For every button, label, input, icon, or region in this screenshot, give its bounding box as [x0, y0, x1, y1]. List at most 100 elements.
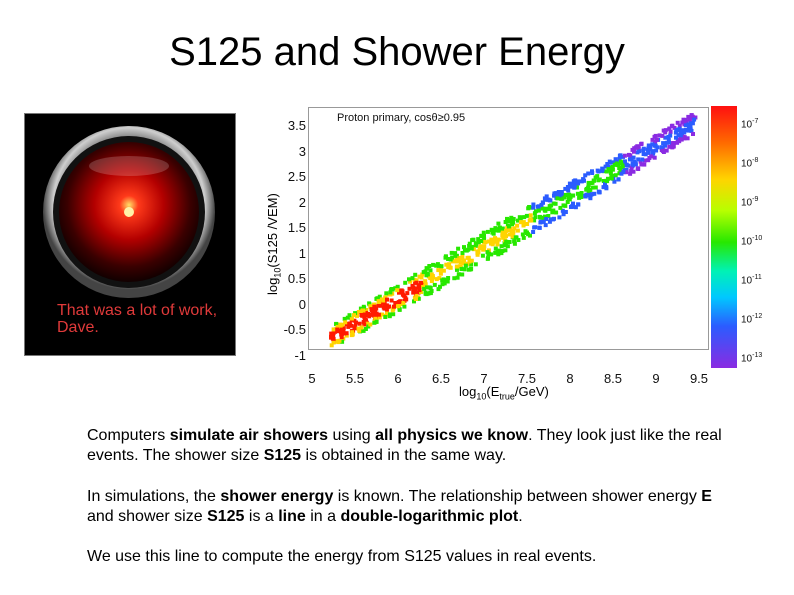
density-cell [371, 309, 376, 314]
density-cell [374, 319, 379, 324]
density-cell [543, 214, 547, 219]
density-cell [490, 230, 495, 235]
density-cell [413, 272, 418, 277]
y-tick-label: 1 [298, 245, 306, 261]
density-cell [666, 138, 671, 142]
density-cell [557, 215, 562, 220]
density-cell [588, 187, 593, 192]
density-cell [675, 140, 680, 145]
density-cell [565, 185, 570, 189]
density-cell [622, 153, 627, 158]
density-cell [686, 125, 691, 130]
density-cell [412, 299, 416, 304]
density-cell [355, 313, 359, 318]
density-cell [646, 143, 651, 148]
density-cell [590, 185, 595, 190]
density-cell [618, 153, 623, 158]
density-cell [471, 247, 476, 252]
density-cell [390, 287, 395, 292]
density-cell [422, 286, 427, 291]
density-cell [617, 166, 622, 170]
density-cell [466, 247, 471, 252]
density-cell [414, 293, 419, 298]
density-cell [388, 290, 393, 295]
density-cell [686, 128, 691, 133]
density-cell [362, 306, 367, 310]
density-cell [511, 220, 516, 225]
density-cell [603, 164, 608, 169]
density-cell [504, 234, 508, 239]
density-cell [361, 328, 366, 333]
density-cell [493, 236, 497, 241]
density-cell [482, 237, 487, 242]
density-cell [340, 339, 345, 344]
density-cell [675, 120, 680, 125]
density-cell [673, 130, 678, 135]
density-cell [347, 313, 352, 318]
density-cell [672, 125, 677, 130]
density-cell [569, 184, 574, 189]
density-cell [425, 272, 430, 277]
density-cell [544, 194, 549, 199]
density-cell [407, 286, 412, 291]
density-cell [612, 160, 617, 165]
density-cell [350, 330, 355, 335]
density-cell [432, 282, 437, 287]
density-cell [597, 177, 602, 182]
density-cell [624, 170, 629, 175]
density-cell [548, 198, 553, 203]
y-tick-label: 2 [298, 194, 306, 210]
density-cell [627, 152, 631, 157]
density-cell [428, 276, 433, 280]
density-cell [639, 162, 644, 167]
density-cell [333, 329, 338, 334]
density-cell [436, 263, 441, 268]
density-cell [467, 243, 472, 248]
density-cell [512, 226, 517, 231]
density-cell [660, 133, 665, 138]
density-cell [424, 292, 429, 297]
density-cell [363, 327, 368, 331]
density-cell [552, 191, 557, 196]
density-cell [453, 251, 458, 256]
density-cell [612, 179, 617, 184]
density-cell [528, 213, 533, 218]
density-cell [609, 176, 614, 181]
density-cell [668, 133, 673, 138]
x-tick-label: 5 [308, 371, 316, 386]
density-cell [613, 173, 618, 178]
density-cell [430, 274, 435, 278]
density-cell [684, 119, 689, 124]
density-cell [414, 280, 419, 285]
density-cell [677, 126, 682, 131]
density-cell [572, 179, 577, 184]
density-cell [547, 204, 552, 209]
x-axis-label: log10(Etrue/GeV) [459, 384, 549, 402]
density-cell [629, 165, 634, 170]
density-cell [666, 140, 671, 145]
density-cell [631, 169, 636, 174]
x-tick-label: 9 [652, 371, 660, 386]
density-cell [438, 271, 443, 276]
density-cell [377, 300, 381, 304]
density-cell [395, 284, 400, 289]
density-cell [470, 238, 475, 243]
density-cell [653, 133, 658, 138]
density-cell [467, 259, 472, 264]
density-cell [485, 256, 490, 261]
density-cell [551, 208, 556, 213]
density-cell [543, 208, 548, 213]
density-cell [540, 200, 545, 205]
density-cell [681, 117, 686, 122]
density-cell [347, 321, 352, 326]
density-cell [516, 238, 521, 242]
density-cell [467, 241, 472, 246]
density-cell [616, 177, 621, 182]
density-cell [397, 307, 402, 312]
density-cell [342, 316, 347, 321]
density-cell [434, 277, 439, 282]
density-cell [496, 237, 501, 242]
density-cell [356, 310, 361, 314]
density-cell [490, 242, 495, 247]
y-tick-label: 3.5 [287, 118, 306, 133]
